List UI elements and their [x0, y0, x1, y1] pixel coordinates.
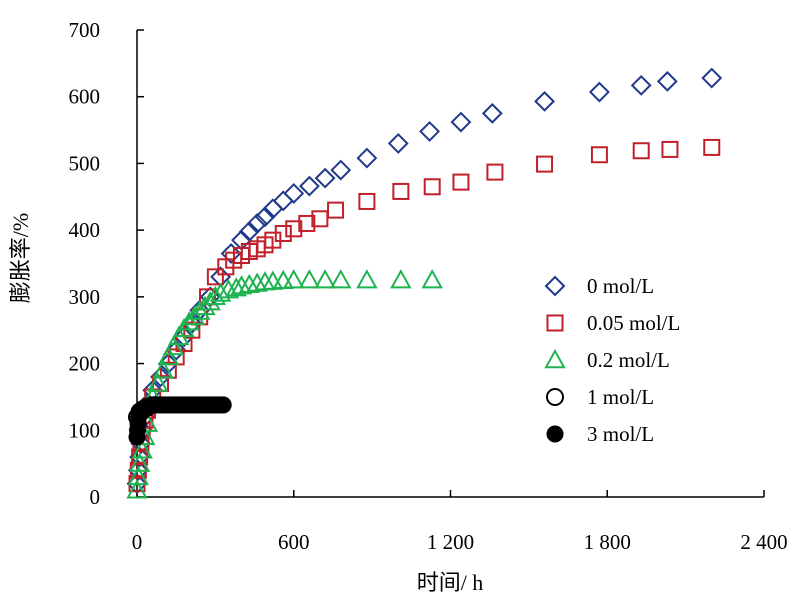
y-tick-label: 400: [69, 218, 101, 242]
data-point: [217, 279, 240, 299]
data-point: [356, 147, 378, 169]
data-point: [314, 167, 336, 189]
data-point: [330, 269, 352, 289]
data-point: [183, 305, 206, 326]
data-point: [327, 201, 345, 219]
data-point: [452, 173, 470, 191]
data-point: [392, 182, 410, 200]
legend-label: 0.2 mol/L: [587, 348, 670, 372]
plot-area: [126, 67, 723, 499]
y-tick-label: 700: [69, 18, 101, 42]
data-point: [126, 479, 148, 499]
data-point: [178, 311, 200, 331]
data-point: [330, 159, 352, 181]
legend: 0 mol/L 0.05 mol/L 0.2 mol/L 1 mol/L 3 mol/L: [544, 274, 680, 446]
data-point: [298, 269, 321, 289]
data-point: [129, 446, 151, 468]
data-point: [194, 295, 216, 316]
data-point: [630, 74, 652, 96]
data-point: [189, 300, 211, 320]
data-point: [157, 345, 180, 366]
data-point: [481, 102, 503, 124]
data-point: [150, 366, 171, 388]
data-point: [298, 214, 316, 232]
data-point: [127, 465, 150, 486]
x-tick-label: 0: [132, 530, 143, 554]
data-point: [230, 275, 253, 295]
data-point: [423, 178, 441, 196]
data-point: [387, 133, 409, 154]
data-point: [283, 183, 305, 204]
data-point: [534, 90, 555, 112]
data-point: [419, 120, 441, 142]
data-point: [656, 70, 678, 92]
data-point: [311, 210, 329, 228]
x-tick-label: 600: [278, 530, 310, 554]
data-point: [173, 326, 195, 348]
data-point: [588, 81, 610, 103]
legend-marker: [544, 275, 566, 297]
data-point: [173, 317, 195, 338]
x-tick-label: 1 200: [427, 530, 474, 554]
data-point: [238, 273, 261, 294]
data-point: [128, 452, 151, 472]
data-point: [536, 155, 554, 173]
data-point: [246, 213, 268, 234]
data-point: [209, 282, 232, 302]
data-point: [314, 269, 336, 289]
data-point: [356, 269, 378, 289]
data-point: [246, 272, 268, 292]
data-point: [165, 339, 187, 361]
y-tick-label: 300: [69, 285, 101, 309]
series-4: [128, 396, 232, 446]
data-point: [147, 372, 169, 392]
y-tick-label: 200: [69, 352, 101, 376]
data-point: [225, 277, 247, 297]
data-point: [390, 269, 412, 289]
data-point: [358, 192, 376, 210]
x-tick-label: 2 400: [740, 530, 787, 554]
legend-label: 1 mol/L: [587, 385, 654, 409]
x-tick-label: 1 800: [584, 530, 631, 554]
data-point: [206, 268, 224, 286]
data-point: [632, 142, 650, 160]
data-point: [285, 220, 303, 238]
axes: 0 100 200 300 400 500 600 700 0 600 1 200 1 800 2 40…: [69, 18, 788, 554]
legend-label: 0.05 mol/L: [587, 311, 680, 335]
data-point: [450, 111, 472, 133]
data-point: [703, 138, 721, 156]
data-point: [274, 224, 292, 242]
legend-marker: [544, 348, 566, 369]
data-point: [214, 396, 232, 414]
data-point: [220, 243, 242, 264]
data-point: [152, 359, 174, 379]
data-point: [421, 269, 443, 289]
data-point: [254, 206, 276, 228]
series-2: [126, 269, 443, 499]
y-tick-label: 500: [69, 151, 101, 175]
legend-label: 0 mol/L: [587, 274, 654, 298]
y-tick-label: 0: [90, 485, 101, 509]
data-point: [283, 269, 305, 289]
y-tick-label: 100: [69, 418, 101, 442]
legend-marker: [546, 314, 564, 332]
data-point: [590, 146, 608, 164]
legend-marker: [546, 425, 564, 443]
data-point: [486, 163, 504, 181]
y-tick-label: 600: [69, 85, 101, 109]
data-point: [162, 335, 185, 356]
legend-marker: [546, 388, 564, 406]
data-point: [272, 190, 294, 212]
x-axis-label: 时间/ h: [417, 570, 484, 595]
data-point: [701, 67, 723, 89]
data-point: [661, 140, 679, 158]
y-axis-label: 膨胀率/%: [8, 213, 33, 303]
data-point: [299, 175, 320, 197]
data-point: [131, 439, 153, 459]
legend-label: 3 mol/L: [587, 422, 654, 446]
